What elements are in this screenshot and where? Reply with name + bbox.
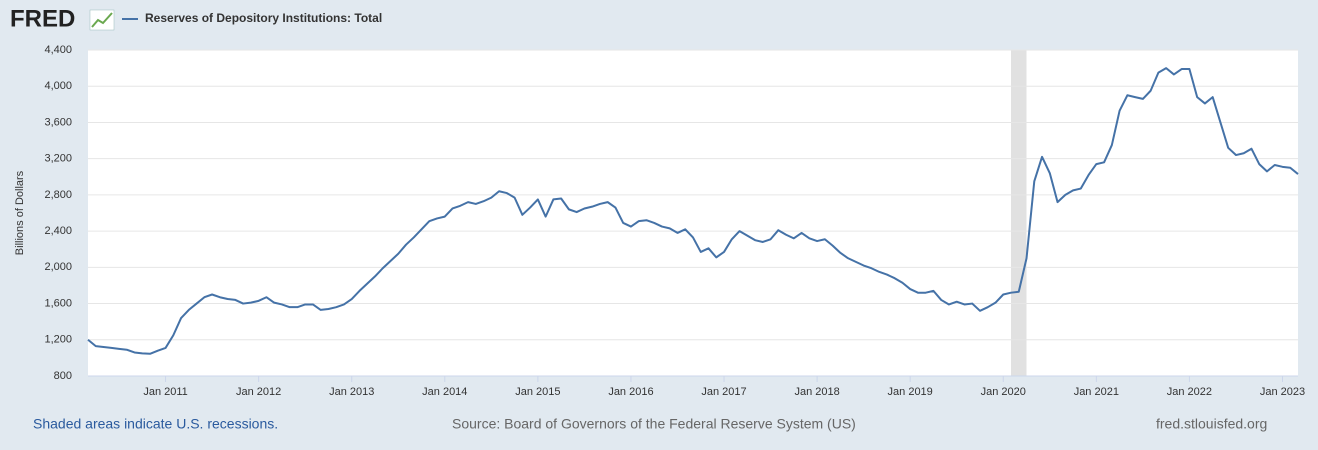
footer-source: Source: Board of Governors of the Federa… xyxy=(452,416,856,432)
y-tick-label: 4,400 xyxy=(44,44,72,56)
x-tick-label: Jan 2014 xyxy=(422,386,467,398)
logo: FRED xyxy=(10,5,75,32)
y-tick-label: 800 xyxy=(54,370,72,382)
footer-site[interactable]: fred.stlouisfed.org xyxy=(1156,416,1267,432)
x-tick-label: Jan 2019 xyxy=(888,386,933,398)
y-tick-label: 2,000 xyxy=(44,261,72,273)
x-tick-label: Jan 2016 xyxy=(608,386,653,398)
y-tick-label: 2,400 xyxy=(44,225,72,237)
y-tick-label: 1,600 xyxy=(44,297,72,309)
y-tick-label: 3,200 xyxy=(44,153,72,165)
x-tick-label: Jan 2022 xyxy=(1167,386,1212,398)
x-tick-label: Jan 2017 xyxy=(701,386,746,398)
series-line xyxy=(87,67,1299,355)
y-axis-label: Billions of Dollars xyxy=(14,170,26,255)
x-tick-label: Jan 2013 xyxy=(329,386,374,398)
recession-band xyxy=(1011,50,1027,376)
footer-note[interactable]: Shaded areas indicate U.S. recessions. xyxy=(33,416,278,432)
x-tick-label: Jan 2021 xyxy=(1074,386,1119,398)
y-tick-label: 2,800 xyxy=(44,189,72,201)
y-tick-label: 4,000 xyxy=(44,80,72,92)
y-tick-label: 1,200 xyxy=(44,334,72,346)
x-tick-label: Jan 2015 xyxy=(515,386,560,398)
logo-icon xyxy=(89,9,115,31)
x-tick-label: Jan 2023 xyxy=(1260,386,1305,398)
x-tick-label: Jan 2011 xyxy=(143,386,187,398)
x-tick-label: Jan 2012 xyxy=(236,386,281,398)
legend-label: Reserves of Depository Institutions: Tot… xyxy=(145,11,382,25)
x-tick-label: Jan 2020 xyxy=(981,386,1026,398)
y-tick-label: 3,600 xyxy=(44,116,72,128)
plot-area xyxy=(88,50,1298,376)
x-tick-label: Jan 2018 xyxy=(794,386,839,398)
